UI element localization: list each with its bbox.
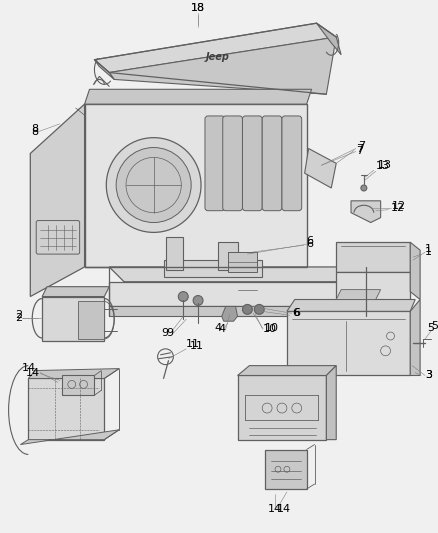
Text: 18: 18 — [191, 3, 205, 13]
Polygon shape — [62, 375, 95, 395]
Polygon shape — [95, 23, 336, 72]
Polygon shape — [42, 287, 109, 296]
Polygon shape — [85, 104, 307, 267]
Polygon shape — [28, 378, 104, 440]
Polygon shape — [287, 311, 410, 375]
Polygon shape — [228, 252, 257, 272]
Polygon shape — [317, 23, 341, 55]
Text: 6: 6 — [307, 236, 314, 246]
Text: 10: 10 — [265, 323, 279, 333]
FancyBboxPatch shape — [243, 116, 262, 211]
Polygon shape — [237, 366, 336, 375]
Text: Jeep: Jeep — [206, 52, 230, 62]
Text: 12: 12 — [391, 203, 405, 213]
Text: 8: 8 — [31, 127, 38, 137]
Polygon shape — [109, 267, 381, 282]
Polygon shape — [351, 201, 381, 223]
Polygon shape — [222, 306, 237, 321]
Polygon shape — [28, 369, 119, 378]
FancyBboxPatch shape — [36, 221, 80, 254]
Text: 7: 7 — [358, 141, 365, 150]
Polygon shape — [265, 449, 307, 489]
Text: 5: 5 — [431, 321, 438, 331]
Text: 4: 4 — [219, 324, 226, 334]
Text: 6: 6 — [307, 239, 314, 249]
Text: 2: 2 — [15, 310, 22, 320]
Text: 11: 11 — [186, 339, 200, 349]
Text: 5: 5 — [427, 323, 434, 333]
Text: 12: 12 — [392, 201, 406, 211]
Text: 6: 6 — [293, 308, 300, 318]
Polygon shape — [287, 300, 415, 311]
Text: 14: 14 — [268, 504, 282, 514]
FancyBboxPatch shape — [282, 116, 302, 211]
Polygon shape — [336, 289, 381, 300]
Polygon shape — [78, 302, 104, 339]
Text: 9: 9 — [166, 328, 173, 338]
Polygon shape — [30, 104, 85, 296]
Polygon shape — [410, 300, 420, 375]
Polygon shape — [410, 243, 420, 300]
Polygon shape — [218, 243, 237, 270]
Text: 9: 9 — [161, 328, 169, 338]
Text: 8: 8 — [31, 124, 38, 134]
Polygon shape — [95, 60, 114, 79]
Text: 7: 7 — [356, 147, 363, 157]
Polygon shape — [305, 149, 336, 188]
Polygon shape — [85, 90, 311, 104]
Circle shape — [178, 292, 188, 302]
Text: 10: 10 — [263, 324, 277, 334]
Circle shape — [78, 108, 85, 116]
Polygon shape — [109, 282, 366, 306]
Text: 13: 13 — [376, 161, 390, 171]
Polygon shape — [166, 237, 183, 270]
Text: 2: 2 — [15, 313, 22, 323]
Text: 14: 14 — [22, 362, 36, 373]
Text: 4: 4 — [215, 323, 222, 333]
Text: 11: 11 — [190, 341, 204, 351]
Text: 13: 13 — [378, 160, 392, 170]
Text: 1: 1 — [425, 247, 432, 257]
Polygon shape — [336, 272, 410, 302]
Circle shape — [361, 185, 367, 191]
FancyBboxPatch shape — [205, 116, 225, 211]
Text: 7: 7 — [356, 143, 363, 154]
Text: 6: 6 — [292, 308, 299, 318]
Text: 18: 18 — [191, 3, 205, 13]
Polygon shape — [237, 375, 326, 440]
Text: 3: 3 — [425, 370, 432, 381]
Text: 3: 3 — [425, 370, 432, 381]
Text: 14: 14 — [277, 504, 291, 514]
Circle shape — [254, 304, 264, 314]
Polygon shape — [336, 243, 410, 272]
Polygon shape — [109, 306, 366, 316]
FancyBboxPatch shape — [262, 116, 282, 211]
Text: 1: 1 — [425, 244, 432, 254]
Polygon shape — [109, 37, 336, 94]
FancyBboxPatch shape — [223, 116, 243, 211]
Circle shape — [106, 138, 201, 232]
Circle shape — [193, 296, 203, 305]
Circle shape — [243, 304, 252, 314]
Polygon shape — [163, 260, 262, 277]
Circle shape — [116, 148, 191, 223]
Text: 14: 14 — [26, 368, 40, 377]
Polygon shape — [326, 366, 336, 440]
Polygon shape — [42, 296, 104, 341]
Polygon shape — [21, 430, 119, 445]
